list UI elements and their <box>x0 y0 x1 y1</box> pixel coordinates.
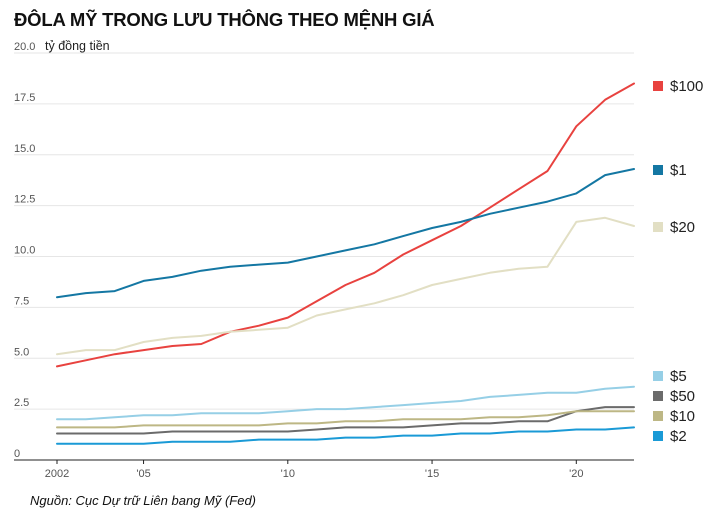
y-unit-label: tỷ đồng tiền <box>45 39 110 53</box>
y-tick-label: 12.5 <box>14 194 35 206</box>
legend: $100 $1 $20 $5 $50 $10 $2 <box>653 78 703 445</box>
y-tick-label: 10.0 <box>14 245 35 257</box>
chart-title: ĐÔLA MỸ TRONG LƯU THÔNG THEO MỆNH GIÁ <box>14 9 435 30</box>
series-line <box>56 426 635 445</box>
series-layer <box>56 82 635 445</box>
legend-label: $100 <box>670 78 703 95</box>
legend-label: $50 <box>670 388 695 405</box>
legend-label: $5 <box>670 368 687 385</box>
legend-swatch <box>653 81 663 91</box>
line-chart: 0 2.5 5.0 7.5 10.0 12.5 15.0 17.5 20.0 tỷ đồng t… <box>14 39 703 480</box>
y-tick-label: 2.5 <box>14 397 29 409</box>
series-line <box>56 216 635 356</box>
legend-swatch <box>653 371 663 381</box>
legend-swatch <box>653 222 663 232</box>
series-line <box>56 406 635 435</box>
y-tick-label: 15.0 <box>14 143 35 155</box>
series-line <box>56 385 635 421</box>
legend-label: $2 <box>670 428 687 445</box>
series-line <box>56 410 635 429</box>
y-tick-label: 20.0 <box>14 41 35 53</box>
x-tick-label: '05 <box>136 468 150 480</box>
legend-label: $20 <box>670 219 695 236</box>
x-tick-label: '15 <box>425 468 439 480</box>
legend-swatch <box>653 431 663 441</box>
y-tick-label: 17.5 <box>14 92 35 104</box>
series-line <box>56 82 635 368</box>
y-tick-label: 5.0 <box>14 346 29 358</box>
x-tick-label: '20 <box>569 468 583 480</box>
legend-swatch <box>653 391 663 401</box>
legend-label: $10 <box>670 408 695 425</box>
x-axis: 2002 '05 '10 '15 '20 <box>45 460 583 480</box>
series-line <box>56 168 635 299</box>
legend-swatch <box>653 165 663 175</box>
grid-layer <box>14 52 634 461</box>
x-tick-label: '10 <box>281 468 295 480</box>
y-axis: 0 2.5 5.0 7.5 10.0 12.5 15.0 17.5 20.0 <box>14 41 35 460</box>
y-tick-label: 7.5 <box>14 295 29 307</box>
legend-label: $1 <box>670 162 687 179</box>
legend-swatch <box>653 411 663 421</box>
x-tick-label: 2002 <box>45 468 69 480</box>
chart-source: Nguồn: Cục Dự trữ Liên bang Mỹ (Fed) <box>30 493 257 508</box>
y-tick-label: 0 <box>14 448 20 460</box>
